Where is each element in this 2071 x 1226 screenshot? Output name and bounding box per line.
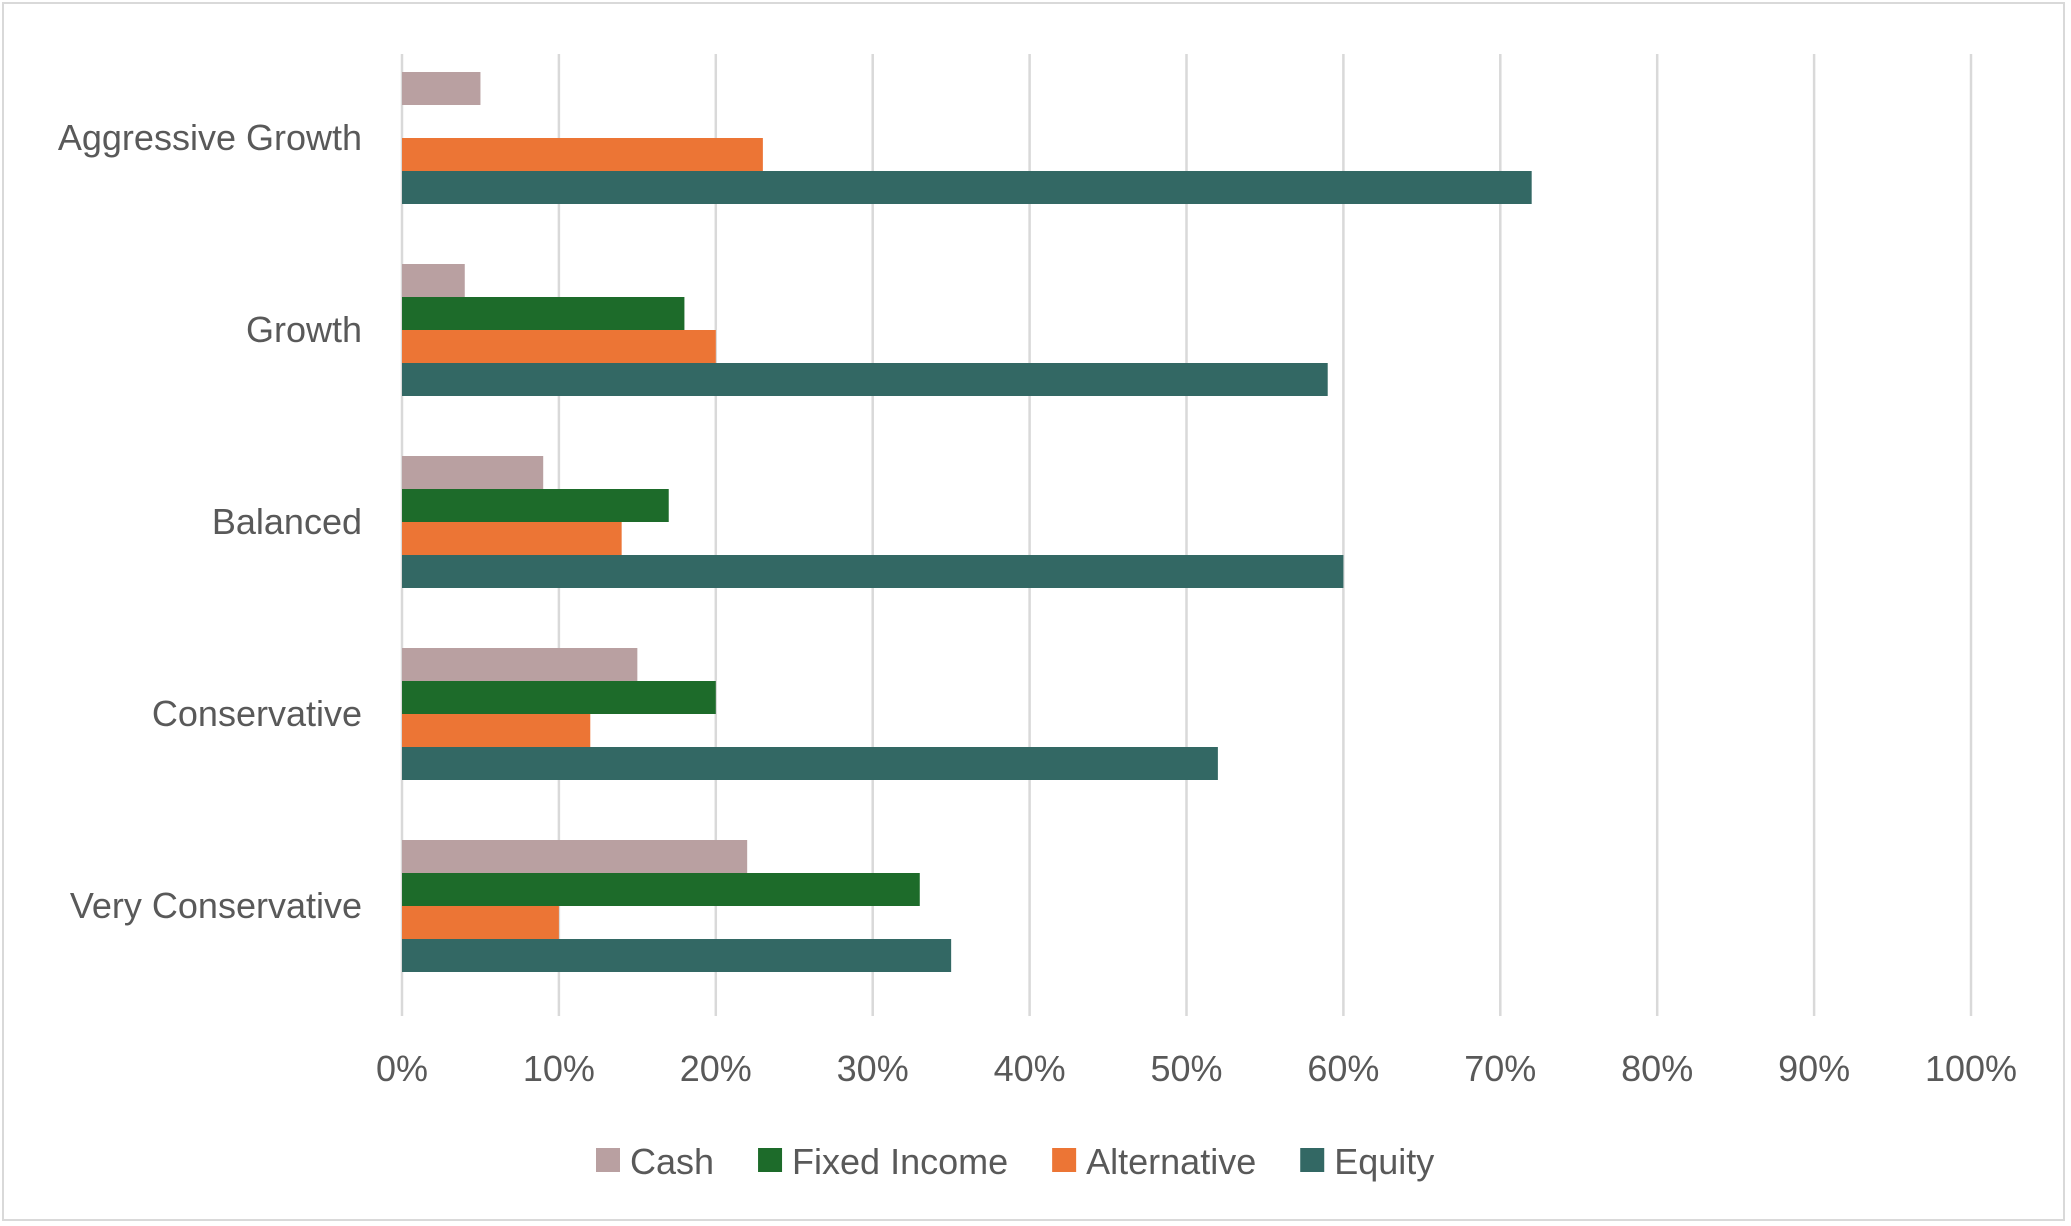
bar-equity xyxy=(402,363,1328,396)
category-label: Very Conservative xyxy=(70,885,362,926)
bar-fixed-income xyxy=(402,489,669,522)
bars xyxy=(402,72,1532,972)
bar-equity xyxy=(402,171,1532,204)
legend-label: Fixed Income xyxy=(792,1141,1008,1182)
bar-cash xyxy=(402,648,638,681)
bar-alternative xyxy=(402,138,763,171)
legend-swatch xyxy=(596,1148,620,1172)
legend-swatch xyxy=(1300,1148,1325,1172)
bar-equity xyxy=(402,747,1218,780)
x-tick-label: 100% xyxy=(1925,1048,2017,1089)
legend-label: Equity xyxy=(1334,1141,1434,1182)
bar-fixed-income xyxy=(402,681,716,714)
bar-equity xyxy=(402,939,952,972)
x-tick-label: 90% xyxy=(1778,1048,1850,1089)
bar-cash xyxy=(402,456,544,489)
x-tick-label: 0% xyxy=(376,1048,428,1089)
bar-equity xyxy=(402,555,1344,588)
legend-swatch xyxy=(1052,1148,1077,1172)
bar-alternative xyxy=(402,522,622,555)
category-labels: Aggressive Growth Growth Balanced Conservat… xyxy=(58,117,362,926)
x-tick-label: 10% xyxy=(523,1048,595,1089)
legend-swatch xyxy=(758,1148,783,1172)
allocation-bar-chart: Aggressive Growth Growth Balanced Conservat… xyxy=(58,54,2017,1182)
x-tick-label: 70% xyxy=(1464,1048,1536,1089)
x-tick-label: 60% xyxy=(1307,1048,1379,1089)
x-tick-label: 40% xyxy=(994,1048,1066,1089)
x-tick-label: 20% xyxy=(680,1048,752,1089)
bar-alternative xyxy=(402,714,591,747)
bar-fixed-income xyxy=(402,873,920,906)
legend: Cash Fixed Income Alternative Equity xyxy=(596,1141,1434,1182)
bar-cash xyxy=(402,840,748,873)
x-tick-label: 80% xyxy=(1621,1048,1693,1089)
legend-label: Cash xyxy=(630,1141,714,1182)
bar-cash xyxy=(402,264,465,297)
bar-cash xyxy=(402,72,481,105)
category-label: Balanced xyxy=(212,501,362,542)
category-label: Aggressive Growth xyxy=(58,117,362,158)
x-axis-tick-labels: 0% 10% 20% 30% 40% 50% 60% 70% 80% 90% 100% xyxy=(376,1048,2017,1089)
legend-label: Alternative xyxy=(1086,1141,1256,1182)
bar-alternative xyxy=(402,906,559,939)
gridlines xyxy=(400,54,1973,1016)
bar-fixed-income xyxy=(402,297,685,330)
category-label: Conservative xyxy=(152,693,362,734)
bar-alternative xyxy=(402,330,716,363)
x-tick-label: 30% xyxy=(837,1048,909,1089)
x-tick-label: 50% xyxy=(1150,1048,1222,1089)
category-label: Growth xyxy=(246,309,362,350)
